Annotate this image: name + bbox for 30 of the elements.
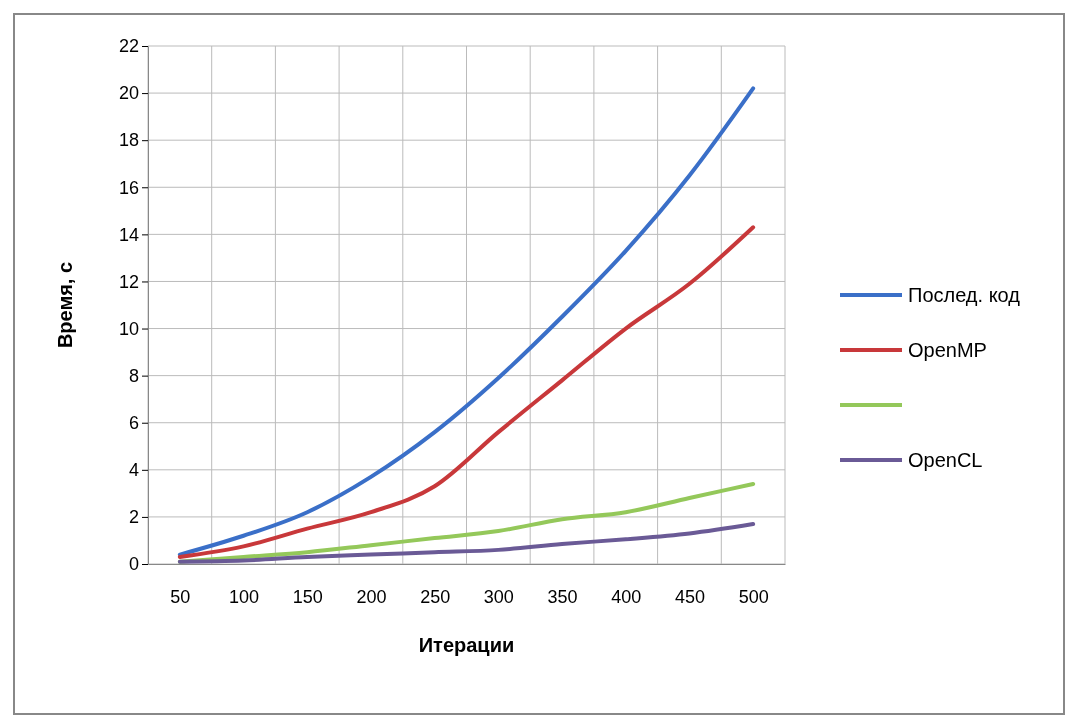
y-tick-label: 16 — [118, 177, 139, 198]
y-tick-label: 20 — [118, 83, 139, 104]
legend-label: OpenMP — [908, 339, 987, 361]
y-tick-label: 6 — [128, 412, 139, 433]
x-tick-label: 300 — [483, 586, 514, 607]
x-axis-title: Итерации — [418, 634, 515, 656]
x-tick-label: 500 — [738, 586, 769, 607]
x-tick-label: 250 — [420, 586, 451, 607]
y-tick-label: 4 — [128, 460, 139, 481]
y-tick-label: 18 — [118, 130, 139, 151]
x-tick-label: 350 — [547, 586, 578, 607]
legend-label: OpenCL — [908, 449, 983, 471]
y-tick-label: 2 — [128, 507, 139, 528]
y-tick-label: 12 — [118, 271, 139, 292]
line-series — [177, 521, 756, 564]
y-tick-label: 8 — [128, 365, 139, 386]
y-tick-label: 0 — [128, 554, 139, 575]
y-tick-label: 22 — [118, 36, 139, 57]
line-series — [177, 225, 756, 559]
x-tick-label: 400 — [611, 586, 642, 607]
line-series — [177, 86, 756, 557]
legend-label: Послед. код — [908, 284, 1021, 306]
x-tick-label: 200 — [356, 586, 387, 607]
x-tick-label: 100 — [229, 586, 260, 607]
x-tick-label: 50 — [170, 586, 191, 607]
x-tick-label: 450 — [674, 586, 705, 607]
x-tick-label: 150 — [292, 586, 323, 607]
y-tick-label: 10 — [118, 318, 139, 339]
y-tick-label: 14 — [118, 224, 139, 245]
y-axis-title: Время, с — [54, 261, 76, 349]
